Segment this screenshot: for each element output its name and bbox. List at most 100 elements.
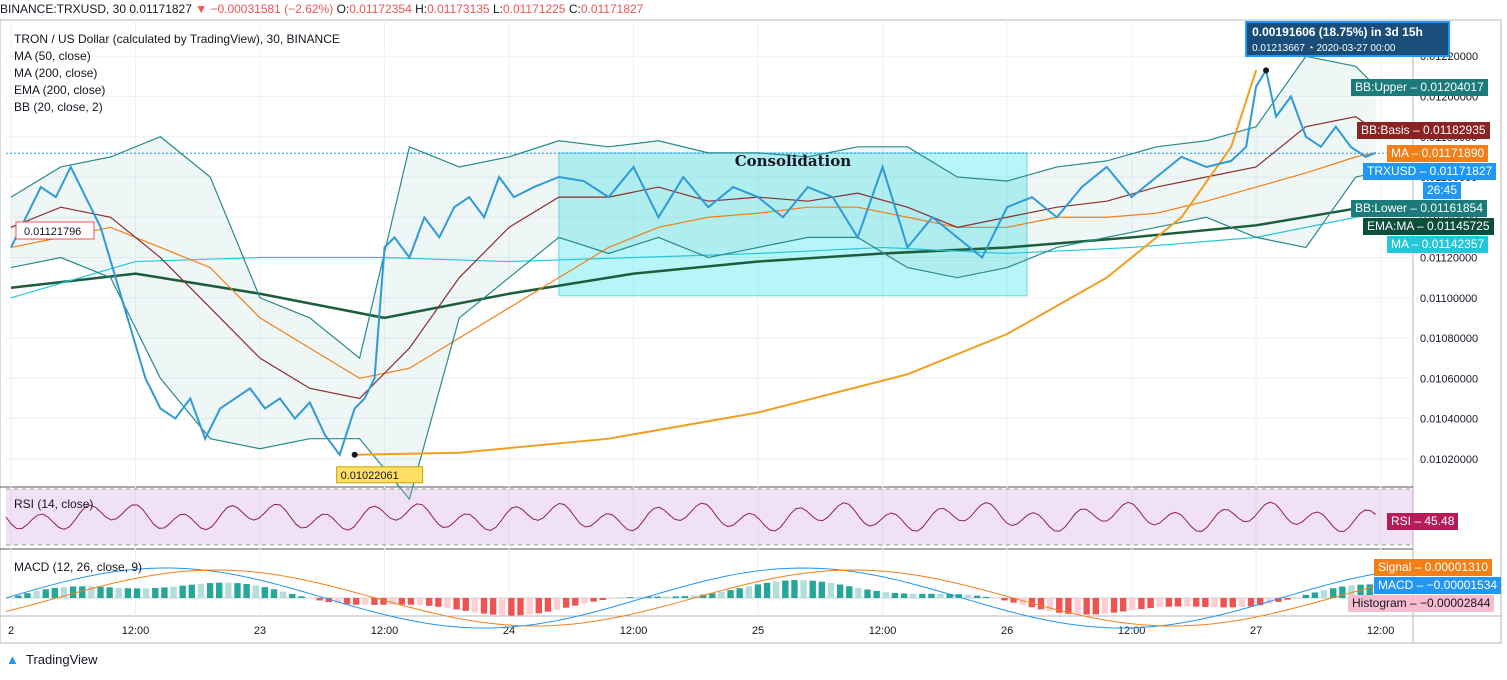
macd-histogram-bar bbox=[864, 589, 871, 598]
legend-ema200: EMA (200, close) bbox=[14, 83, 106, 97]
chart-frame bbox=[0, 19, 1502, 644]
macd-histogram-bar bbox=[398, 598, 406, 605]
x-tick-label: 12:00 bbox=[1367, 625, 1395, 637]
macd-histogram-bar bbox=[453, 598, 460, 610]
macd-histogram-bar bbox=[97, 586, 104, 598]
macd-histogram-bar bbox=[1339, 586, 1346, 598]
macd-histogram-bar bbox=[645, 596, 652, 598]
macd-histogram-bar bbox=[133, 588, 141, 598]
macd-histogram-bar bbox=[909, 593, 917, 598]
x-tick-label: 27 bbox=[1250, 625, 1262, 637]
high-label: H: bbox=[415, 2, 428, 16]
macd-histogram-bar bbox=[252, 585, 259, 598]
low-value: 0.01171225 bbox=[502, 2, 566, 16]
last-price: 0.01171827 bbox=[129, 2, 192, 16]
macd-histogram-bar bbox=[855, 587, 862, 598]
macd-histogram-bar bbox=[508, 598, 515, 616]
macd-histogram-bar bbox=[407, 598, 415, 605]
macd-histogram-bar bbox=[964, 594, 972, 598]
macd-histogram-bar bbox=[352, 598, 360, 605]
macd-histogram-bar bbox=[1129, 598, 1136, 611]
indicator-label-rsi: RSI – 45.48 bbox=[1387, 513, 1459, 530]
macd-histogram-bar bbox=[1293, 597, 1300, 598]
macd-histogram-bar bbox=[526, 598, 533, 615]
macd-histogram-bar bbox=[444, 598, 451, 608]
macd-histogram-bar bbox=[298, 596, 305, 598]
macd-histogram-bar bbox=[1083, 598, 1090, 615]
macd-histogram-bar bbox=[544, 598, 552, 612]
macd-histogram-bar bbox=[846, 586, 853, 598]
macd-histogram-bar bbox=[699, 594, 707, 598]
macd-histogram-bar bbox=[88, 586, 95, 598]
macd-histogram-bar bbox=[727, 590, 734, 598]
series-line-projection bbox=[354, 70, 1258, 456]
macd-histogram-bar bbox=[809, 580, 816, 598]
x-tick-label: 12:00 bbox=[620, 625, 648, 637]
macd-histogram-bar bbox=[836, 584, 844, 598]
macd-histogram-bar bbox=[946, 593, 953, 598]
macd-histogram-bar bbox=[1320, 590, 1328, 598]
rsi-line bbox=[5, 501, 1376, 532]
macd-histogram-bar bbox=[718, 591, 725, 598]
series-line-ema-200-close- bbox=[10, 203, 1376, 320]
x-tick-label: 25 bbox=[752, 625, 764, 637]
macd-histogram-bar bbox=[1019, 598, 1026, 605]
macd-histogram-bar bbox=[599, 598, 606, 601]
rsi-band bbox=[6, 489, 1413, 545]
macd-histogram-bar bbox=[1366, 584, 1373, 598]
x-tick-label: 12:00 bbox=[1118, 625, 1146, 637]
macd-histogram-bar bbox=[1147, 598, 1154, 609]
macd-histogram-bar bbox=[928, 593, 935, 598]
indicator-label-signal: Signal – 0.00001310 bbox=[1374, 559, 1493, 576]
macd-histogram-bar bbox=[79, 586, 86, 598]
legend-ma50: MA (50, close) bbox=[14, 49, 91, 63]
macd-histogram-bar bbox=[636, 596, 643, 598]
macd-histogram-bar bbox=[955, 594, 963, 598]
macd-histogram-bar bbox=[1193, 598, 1200, 607]
tradingview-brand[interactable]: ▲ TradingView bbox=[6, 652, 98, 667]
macd-histogram-bar bbox=[1266, 598, 1273, 604]
x-tick-label: 12:00 bbox=[122, 625, 150, 637]
macd-histogram-bar bbox=[608, 598, 616, 599]
macd-histogram-bar bbox=[489, 598, 497, 615]
legend-ma200: MA (200, close) bbox=[14, 66, 98, 80]
macd-histogram-bar bbox=[480, 598, 488, 614]
brand-name: TradingView bbox=[26, 652, 98, 667]
y-tick-label: 0.01100000 bbox=[1420, 293, 1477, 305]
macd-histogram-bar bbox=[1092, 598, 1099, 615]
macd-histogram-bar bbox=[1037, 598, 1045, 610]
macd-histogram-bar bbox=[115, 587, 122, 598]
left-tag-box bbox=[15, 221, 95, 240]
macd-histogram-bar bbox=[1056, 598, 1063, 613]
macd-histogram-bar bbox=[152, 587, 159, 598]
macd-histogram-bar bbox=[791, 580, 798, 598]
low-marker bbox=[351, 451, 358, 458]
macd-histogram-bar bbox=[33, 591, 40, 598]
macd-histogram-bar bbox=[736, 588, 743, 598]
macd-histogram-bar bbox=[51, 587, 59, 598]
macd-histogram-bar bbox=[1119, 598, 1127, 612]
legend-bb: BB (20, close, 2) bbox=[14, 100, 103, 114]
macd-histogram-bar bbox=[161, 587, 168, 598]
macd-histogram-bar bbox=[581, 598, 588, 604]
series-line-trxusd bbox=[10, 67, 1377, 457]
macd-histogram-bar bbox=[1174, 598, 1182, 607]
macd-histogram-bar bbox=[371, 598, 378, 605]
price-label-bb-upper: BB:Upper – 0.01204017 bbox=[1351, 79, 1488, 96]
macd-histogram-bar bbox=[517, 598, 524, 616]
macd-histogram-bar bbox=[681, 596, 689, 598]
y-tick-label: 0.01020000 bbox=[1420, 454, 1478, 466]
macd-histogram-bar bbox=[1138, 598, 1145, 610]
macd-histogram-bar bbox=[343, 598, 351, 605]
price-label-ma: MA – 0.01142357 bbox=[1387, 236, 1489, 253]
price-label-bb-basis: BB:Basis – 0.01182935 bbox=[1357, 122, 1490, 139]
price-label-trxusd: TRXUSD – 0.01171827 bbox=[1363, 163, 1497, 180]
price-label-countdown: 26:45 bbox=[1423, 182, 1462, 199]
x-tick-label: 2 bbox=[8, 625, 14, 637]
low-label: L: bbox=[492, 2, 503, 16]
macd-histogram-bar bbox=[1357, 584, 1364, 598]
macd-histogram-bar bbox=[188, 584, 196, 598]
macd-histogram-bar bbox=[1183, 598, 1191, 607]
peak-box-line1: 0.00191606 (18.75%) in 3d 15h bbox=[1252, 25, 1423, 39]
macd-histogram-bar bbox=[462, 598, 469, 611]
